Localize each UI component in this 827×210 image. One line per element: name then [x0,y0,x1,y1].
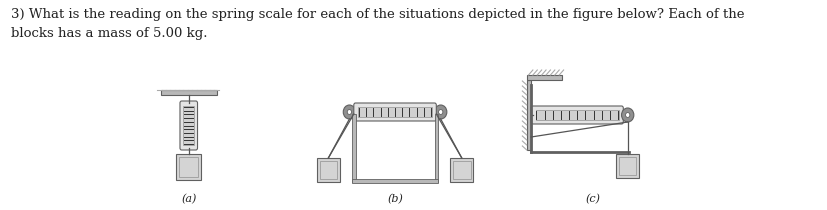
Bar [351,179,437,183]
Circle shape [624,113,629,117]
Bar [618,157,636,175]
Circle shape [438,110,442,114]
Circle shape [347,110,351,114]
Circle shape [434,105,447,119]
Bar [179,157,198,177]
Text: (a): (a) [181,194,196,204]
Circle shape [621,108,633,122]
Bar [526,75,562,80]
Text: 3) What is the reading on the spring scale for each of the situations depicted i: 3) What is the reading on the spring sca… [11,8,743,40]
Bar [434,114,437,182]
Bar [450,158,472,182]
Text: (c): (c) [585,194,600,204]
Bar [317,158,339,182]
FancyBboxPatch shape [530,106,623,124]
FancyBboxPatch shape [179,101,198,150]
Bar [319,161,337,179]
Bar [160,90,217,95]
Bar [535,110,618,120]
Bar [176,154,201,180]
Bar [358,107,432,117]
Circle shape [343,105,355,119]
Text: (b): (b) [387,194,403,204]
Bar [184,106,194,145]
Bar [452,161,470,179]
Bar [615,154,638,178]
Bar [351,114,355,182]
Bar [526,80,530,150]
FancyBboxPatch shape [353,103,436,121]
